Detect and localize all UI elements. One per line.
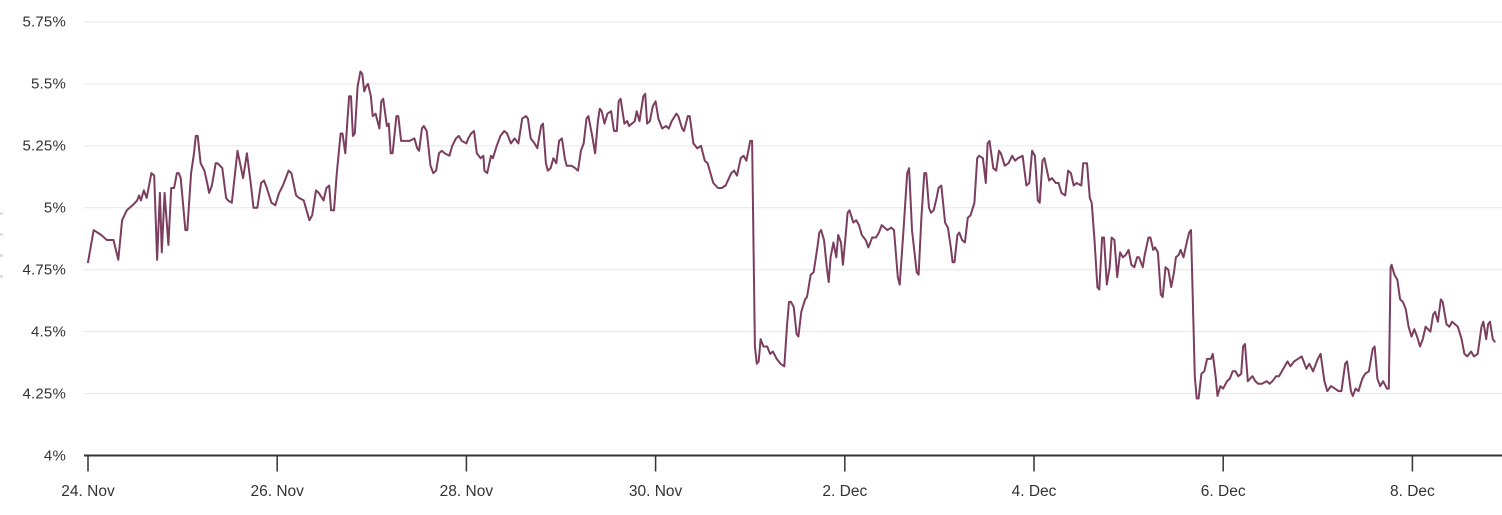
y-tick-label: 4.75% [22,261,66,279]
y-tick-label: 5.75% [22,13,66,31]
y-tick-label: 4.5% [31,323,66,341]
x-tick-label: 30. Nov [628,483,683,500]
x-tick-label: 24. Nov [61,483,115,500]
y-tick-label: 4.25% [22,385,66,403]
y-tick-label: 5.5% [31,75,66,93]
x-tick-label: 6. Dec [1200,483,1246,500]
y-tick-label: 5% [43,199,66,217]
y-tick-label: 4% [43,447,66,464]
x-tick-label: 2. Dec [822,483,868,500]
y-tick-label: 5.25% [22,137,66,155]
x-tick-label: 4. Dec [1011,483,1057,500]
series-line-rate[interactable] [87,70,1496,400]
x-tick-label: 8. Dec [1389,483,1435,500]
x-tick-label: 28. Nov [439,483,494,500]
x-tick-label: 26. Nov [250,483,304,500]
y-axis-title-clipped [0,212,3,284]
